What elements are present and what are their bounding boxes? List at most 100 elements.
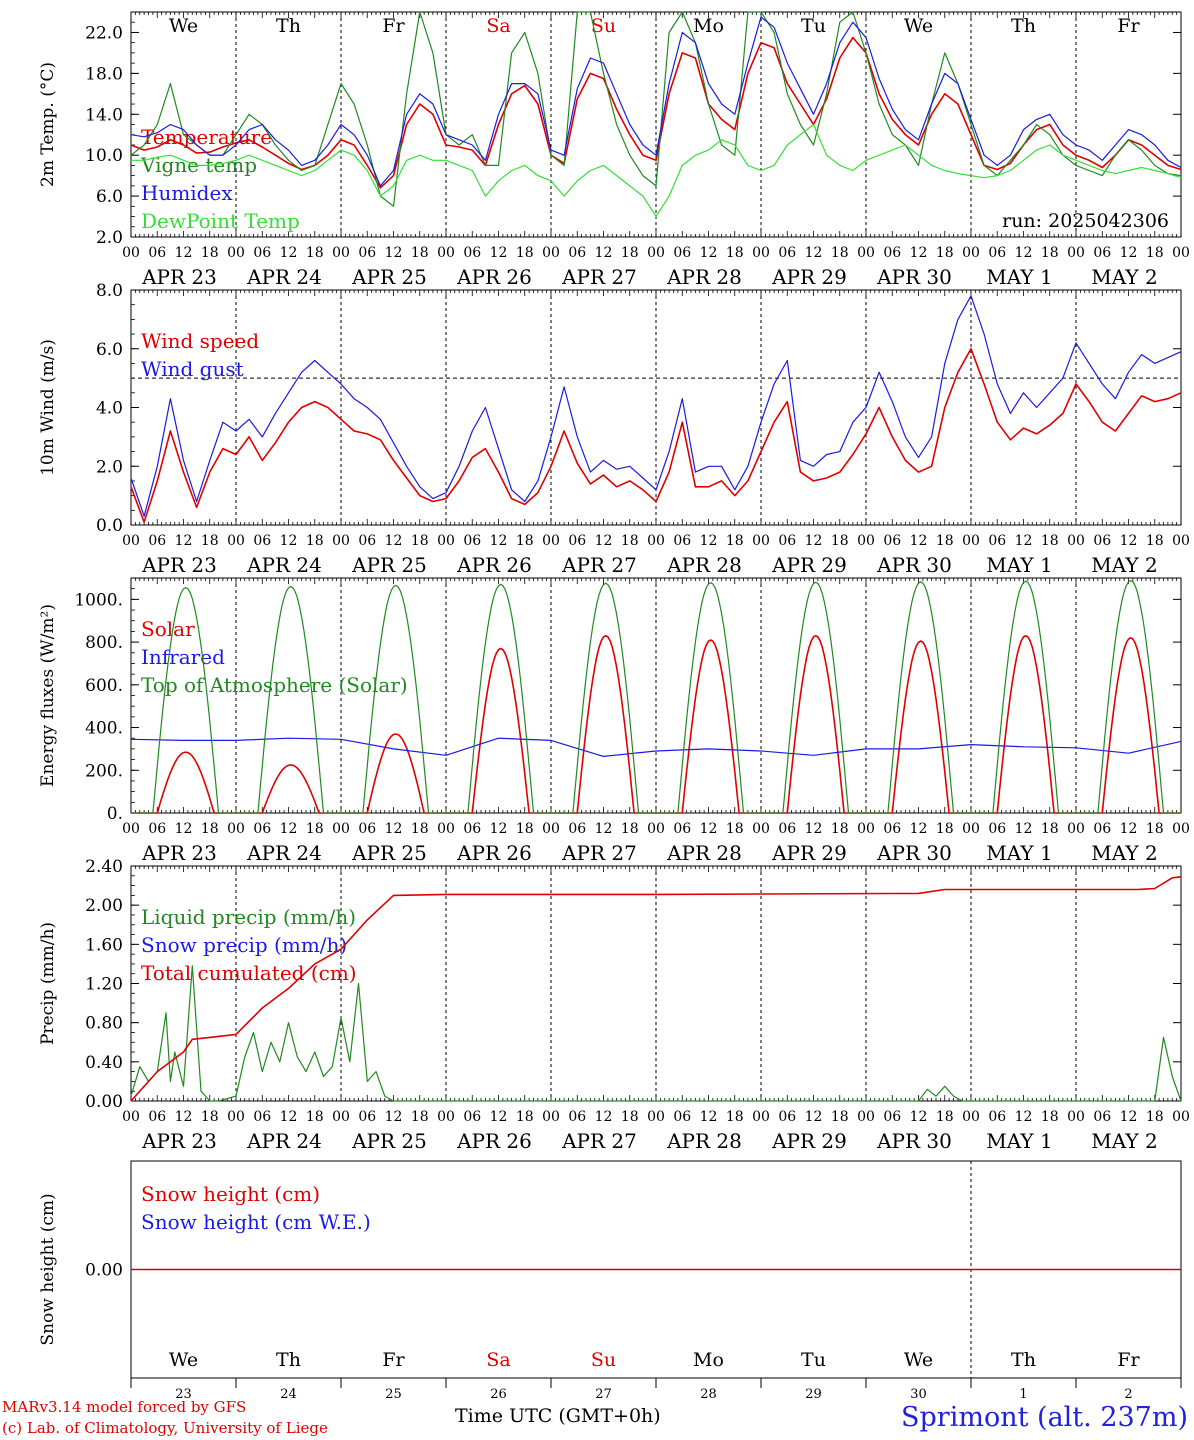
p3-hour-tick-label: 18	[306, 1109, 324, 1125]
p1-day-label: APR 26	[456, 553, 532, 577]
p0-weekday-label: Th	[276, 15, 301, 37]
p3-day-label: MAY 1	[986, 1129, 1052, 1153]
p3-series-line	[130, 876, 1182, 1102]
p0-day-label: APR 23	[141, 265, 217, 289]
p1-hour-tick-label: 00	[332, 533, 350, 549]
p0-hour-tick-label: 18	[516, 245, 534, 261]
p0-hour-tick-label: 00	[332, 245, 350, 261]
p4-weekday-label: We	[169, 1349, 198, 1371]
p2-day-label: MAY 1	[986, 841, 1052, 865]
p4-weekday-label: Mo	[693, 1349, 724, 1371]
p3-ytick-label: 2.00	[85, 896, 123, 916]
p0-hour-tick-label: 18	[726, 245, 744, 261]
p0-day-label: APR 25	[351, 265, 427, 289]
p1-hour-tick-label: 18	[516, 533, 534, 549]
p1-hour-tick-label: 18	[726, 533, 744, 549]
p2-hour-tick-label: 06	[358, 821, 376, 837]
p0-weekday-label: Th	[1011, 15, 1036, 37]
p0-hour-tick-label: 06	[148, 245, 166, 261]
p3-hour-tick-label: 18	[1041, 1109, 1059, 1125]
p3-hour-tick-label: 06	[253, 1109, 271, 1125]
p4-weekday-label: Fr	[1117, 1349, 1140, 1371]
p0-hour-tick-label: 06	[673, 245, 691, 261]
p3-series-line	[130, 965, 1182, 1102]
p2-hour-tick-label: 00	[1172, 821, 1190, 837]
p1-day-label: APR 23	[141, 553, 217, 577]
p0-hour-tick-label: 12	[1015, 245, 1033, 261]
p1-day-label: MAY 1	[986, 553, 1052, 577]
p1-hour-tick-label: 00	[227, 533, 245, 549]
p3-ytick-label: 2.40	[85, 857, 123, 877]
p2-ytick-label: 800.	[85, 633, 123, 653]
p0-weekday-label: Tu	[801, 15, 826, 37]
p2-hour-tick-label: 12	[280, 821, 298, 837]
p3-hour-tick-label: 12	[805, 1109, 823, 1125]
p0-day-label: MAY 1	[986, 265, 1052, 289]
p0-hour-tick-label: 00	[857, 245, 875, 261]
p1-hour-tick-label: 06	[988, 533, 1006, 549]
p3-hour-tick-label: 12	[910, 1109, 928, 1125]
p4-day-number: 30	[910, 1387, 927, 1402]
p4-day-number: 1	[1019, 1387, 1027, 1402]
p3-ytick-label: 1.60	[85, 935, 123, 955]
p4-day-number: 25	[385, 1387, 402, 1402]
p4-ytick-label: 0.00	[85, 1261, 123, 1281]
p3-hour-tick-label: 18	[516, 1109, 534, 1125]
p4-weekday-label: Fr	[382, 1349, 405, 1371]
p0-hour-tick-label: 18	[1146, 245, 1164, 261]
p0-hour-tick-label: 00	[437, 245, 455, 261]
p0-hour-tick-label: 18	[306, 245, 324, 261]
p0-hour-tick-label: 00	[542, 245, 560, 261]
p2-ytick-label: 200.	[85, 761, 123, 781]
p3-hour-tick-label: 12	[1120, 1109, 1138, 1125]
p3-hour-tick-label: 00	[437, 1109, 455, 1125]
p2-ytick-label: 600.	[85, 676, 123, 696]
p1-hour-tick-label: 00	[542, 533, 560, 549]
p3-hour-tick-label: 06	[463, 1109, 481, 1125]
p2-hour-tick-label: 06	[463, 821, 481, 837]
p2-hour-tick-label: 00	[437, 821, 455, 837]
p1-legend-entry: Wind speed	[141, 329, 259, 353]
p4-day-number: 23	[175, 1387, 192, 1402]
p1-hour-tick-label: 06	[673, 533, 691, 549]
p3-hour-tick-label: 00	[1172, 1109, 1190, 1125]
p1-hour-tick-label: 12	[280, 533, 298, 549]
p2-day-label: APR 23	[141, 841, 217, 865]
p2-day-label: MAY 2	[1091, 841, 1157, 865]
p0-series-line	[130, 11, 1182, 207]
p0-hour-tick-label: 12	[175, 245, 193, 261]
p2-day-label: APR 24	[246, 841, 322, 865]
p1-hour-tick-label: 12	[175, 533, 193, 549]
p1-day-label: MAY 2	[1091, 553, 1157, 577]
p2-hour-tick-label: 18	[201, 821, 219, 837]
p0-hour-tick-label: 06	[253, 245, 271, 261]
credit-model: MARv3.14 model forced by GFS	[2, 1398, 247, 1416]
p1-hour-tick-label: 18	[201, 533, 219, 549]
p1-hour-tick-label: 12	[490, 533, 508, 549]
p0-weekday-label: Mo	[693, 15, 724, 37]
p2-hour-tick-label: 18	[726, 821, 744, 837]
p4-day-number: 28	[700, 1387, 717, 1402]
p0-run-annotation: run: 2025042306	[1002, 210, 1169, 232]
p2-hour-tick-label: 12	[595, 821, 613, 837]
p3-hour-tick-label: 12	[175, 1109, 193, 1125]
p3-hour-tick-label: 12	[385, 1109, 403, 1125]
p1-hour-tick-label: 18	[1041, 533, 1059, 549]
p0-hour-tick-label: 12	[910, 245, 928, 261]
p0-ytick-label: 22.0	[85, 23, 123, 43]
p3-legend-entry: Snow precip (mm/h)	[141, 933, 347, 957]
p4-legend-entry: Snow height (cm)	[141, 1182, 320, 1206]
p3-hour-tick-label: 18	[936, 1109, 954, 1125]
p0-hour-tick-label: 06	[988, 245, 1006, 261]
p1-ylabel: 10m Wind (m/s)	[38, 339, 58, 476]
p2-hour-tick-label: 12	[1015, 821, 1033, 837]
p2-hour-tick-label: 12	[1120, 821, 1138, 837]
p2-hour-tick-label: 12	[700, 821, 718, 837]
p3-hour-tick-label: 06	[778, 1109, 796, 1125]
p2-hour-tick-label: 12	[490, 821, 508, 837]
p2-hour-tick-label: 18	[306, 821, 324, 837]
p3-ytick-label: 0.40	[85, 1053, 123, 1073]
p3-hour-tick-label: 18	[831, 1109, 849, 1125]
p3-hour-tick-label: 06	[568, 1109, 586, 1125]
p1-day-label: APR 29	[771, 553, 847, 577]
